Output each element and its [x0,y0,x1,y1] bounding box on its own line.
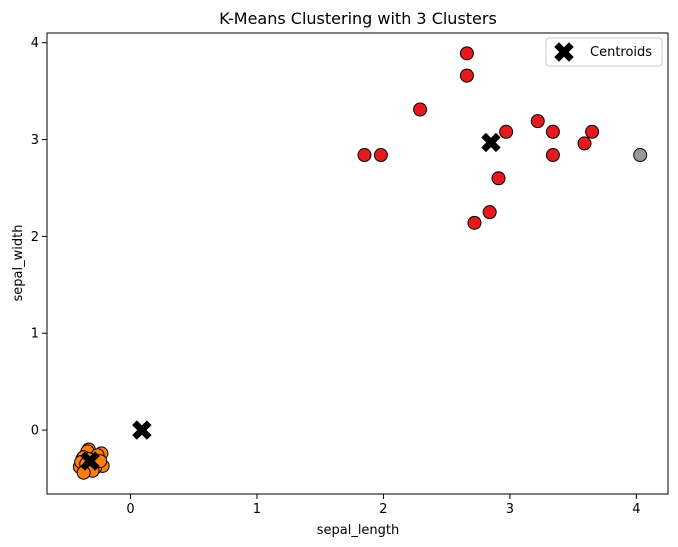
data-point-cluster-1 [357,148,372,163]
legend-centroid-marker [554,42,574,62]
data-point-cluster-1 [459,68,474,83]
centroid-marker [132,420,152,440]
x-tick-label: 0 [126,502,134,517]
y-axis: 0 1 2 3 4 [31,36,47,439]
y-tick-label: 2 [31,230,39,245]
centroid-marker [80,451,100,471]
centroid-marker [481,132,501,153]
data-point-cluster-1 [545,148,560,163]
y-tick-label: 4 [31,36,39,51]
y-tick-label: 1 [31,327,39,342]
data-point-cluster-1 [482,205,497,220]
data-point-cluster-1 [545,124,560,139]
x-axis-label: sepal_length [317,523,400,538]
legend-label-centroids: Centroids [590,45,652,60]
data-point-cluster-1 [499,124,514,139]
data-point-cluster-1 [585,124,600,139]
data-point-cluster-1 [373,148,388,163]
x-tick-label: 1 [253,502,261,517]
data-point-cluster-2 [633,148,648,163]
data-point-cluster-1 [413,102,428,117]
y-tick-label: 0 [31,424,39,439]
centroid-markers [80,132,501,471]
data-point-cluster-1 [491,171,506,186]
legend-box [545,37,663,67]
y-tick-label: 3 [31,133,39,148]
x-tick-label: 2 [379,502,387,517]
data-point-cluster-1 [530,114,545,129]
y-axis-label: sepal_width [11,225,26,302]
chart-title: K-Means Clustering with 3 Clusters [219,9,497,28]
legend: Centroids [545,37,663,67]
x-axis: 0 1 2 3 4 [126,494,641,517]
x-tick-label: 3 [506,502,514,517]
data-point-cluster-1 [459,46,474,61]
data-point-cluster-1 [467,215,482,230]
x-tick-label: 4 [632,502,640,517]
plot-area-frame [46,32,669,495]
data-point-cluster-1 [577,136,592,151]
data-points [72,46,648,480]
